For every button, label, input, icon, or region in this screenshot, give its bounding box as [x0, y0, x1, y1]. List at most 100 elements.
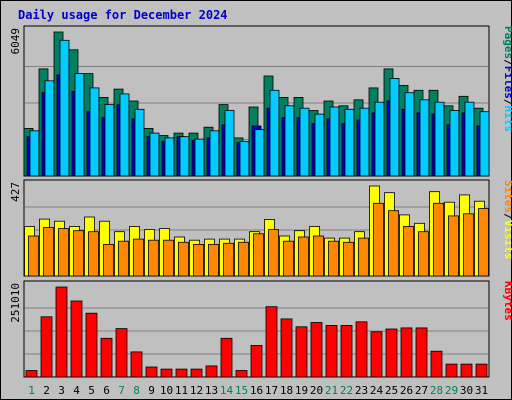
- bar-sites-day-3: [58, 228, 69, 277]
- x-tick-label: 8: [133, 384, 140, 397]
- bar-sites-day-19: [298, 236, 309, 277]
- bar-sites-day-10: [163, 239, 174, 277]
- bar-kbytes-day-28: [430, 350, 443, 378]
- bar-hits-day-4: [74, 73, 85, 177]
- x-tick-label: 25: [385, 384, 398, 397]
- x-tick-label: 17: [265, 384, 278, 397]
- x-tick-label: 11: [175, 384, 188, 397]
- bar-sites-day-26: [403, 226, 414, 277]
- bar-kbytes-day-25: [385, 328, 398, 378]
- bar-hits-day-19: [299, 107, 310, 177]
- bar-sites-day-4: [73, 230, 84, 277]
- legend-label-part: Visits: [502, 220, 512, 260]
- bar-kbytes-day-12: [190, 368, 203, 378]
- bar-kbytes-day-5: [85, 312, 98, 378]
- y-max-label: 251010: [9, 283, 22, 323]
- bar-hits-day-10: [164, 137, 175, 177]
- bar-sites-day-25: [388, 210, 399, 277]
- bar-sites-day-1: [28, 235, 39, 277]
- bar-sites-day-7: [118, 240, 129, 277]
- bar-kbytes-day-27: [415, 327, 428, 378]
- legend-label-part: Files: [502, 66, 512, 99]
- bar-kbytes-day-23: [355, 321, 368, 378]
- x-tick-label: 15: [235, 384, 248, 397]
- bar-sites-day-12: [193, 243, 204, 277]
- bar-sites-day-16: [253, 233, 264, 277]
- bar-sites-day-13: [208, 243, 219, 277]
- y-max-label: 427: [9, 182, 22, 202]
- bar-hits-day-14: [224, 110, 235, 177]
- x-tick-label: 14: [220, 384, 234, 397]
- x-tick-label: 12: [190, 384, 203, 397]
- bar-hits-day-5: [89, 87, 100, 177]
- bar-hits-day-7: [119, 93, 130, 177]
- legend-label-part: /: [502, 59, 512, 66]
- bar-sites-day-21: [328, 240, 339, 277]
- bar-hits-day-8: [134, 108, 145, 177]
- panel-kbytes: 251010 KBytes: [9, 280, 512, 378]
- bar-kbytes-day-8: [130, 351, 143, 378]
- bar-sites-day-29: [448, 215, 459, 277]
- bar-kbytes-day-7: [115, 328, 128, 378]
- panel-visits-sites: 427 Sites/Visits: [9, 179, 512, 277]
- bar-hits-day-12: [194, 138, 205, 177]
- bar-kbytes-day-31: [475, 363, 488, 378]
- legend-label-part: Pages: [502, 26, 512, 59]
- bar-kbytes-day-13: [205, 365, 218, 378]
- bar-sites-day-23: [358, 237, 369, 277]
- x-tick-label: 1: [28, 384, 35, 397]
- x-tick-label: 28: [430, 384, 443, 397]
- bar-kbytes-day-2: [40, 316, 53, 378]
- bar-hits-day-25: [389, 78, 400, 177]
- x-tick-label: 6: [103, 384, 110, 397]
- x-tick-label: 5: [88, 384, 95, 397]
- panel-hits-files-pages: 6049 Pages/Files/Hits: [9, 25, 512, 177]
- x-tick-label: 22: [340, 384, 353, 397]
- bar-hits-day-6: [104, 104, 115, 177]
- bar-hits-day-28: [434, 101, 445, 177]
- x-tick-label: 16: [250, 384, 263, 397]
- bar-kbytes-day-22: [340, 324, 353, 378]
- bar-sites-day-9: [148, 239, 159, 277]
- x-tick-label: 24: [370, 384, 384, 397]
- bar-hits-day-30: [464, 101, 475, 177]
- bar-sites-day-2: [43, 227, 54, 277]
- bar-sites-day-14: [223, 242, 234, 277]
- bar-hits-day-3: [59, 39, 70, 177]
- bar-kbytes-day-10: [160, 368, 173, 378]
- x-tick-label: 29: [445, 384, 458, 397]
- x-tick-label: 26: [400, 384, 413, 397]
- bar-hits-day-1: [29, 130, 40, 177]
- bar-kbytes-day-24: [370, 331, 383, 378]
- bar-sites-day-18: [283, 240, 294, 277]
- bar-hits-day-15: [239, 141, 250, 177]
- bar-hits-day-17: [269, 89, 280, 177]
- bar-sites-day-31: [478, 208, 489, 277]
- bar-kbytes-day-26: [400, 327, 413, 378]
- x-tick-label: 4: [73, 384, 80, 397]
- bar-hits-day-21: [329, 106, 340, 177]
- bar-kbytes-day-14: [220, 337, 233, 378]
- legend-label-part: KBytes: [502, 281, 512, 321]
- x-tick-label: 20: [310, 384, 323, 397]
- x-tick-label: 31: [475, 384, 488, 397]
- bar-kbytes-day-29: [445, 363, 458, 378]
- bar-sites-day-27: [418, 231, 429, 277]
- legend-label: KBytes: [502, 281, 512, 321]
- bar-kbytes-day-18: [280, 318, 293, 378]
- bar-sites-day-20: [313, 235, 324, 277]
- bar-hits-day-23: [359, 107, 370, 177]
- bar-kbytes-day-20: [310, 322, 323, 378]
- legend-label-part: Sites: [502, 180, 512, 213]
- y-max-label: 6049: [9, 28, 22, 55]
- legend-label: Pages/Files/Hits: [502, 26, 512, 132]
- bar-hits-day-11: [179, 136, 190, 177]
- bar-kbytes-day-30: [460, 363, 473, 378]
- bar-sites-day-11: [178, 241, 189, 277]
- legend-label-part: /: [502, 99, 512, 106]
- x-tick-label: 2: [43, 384, 50, 397]
- x-tick-label: 23: [355, 384, 368, 397]
- bar-sites-day-6: [103, 243, 114, 277]
- x-tick-label: 3: [58, 384, 65, 397]
